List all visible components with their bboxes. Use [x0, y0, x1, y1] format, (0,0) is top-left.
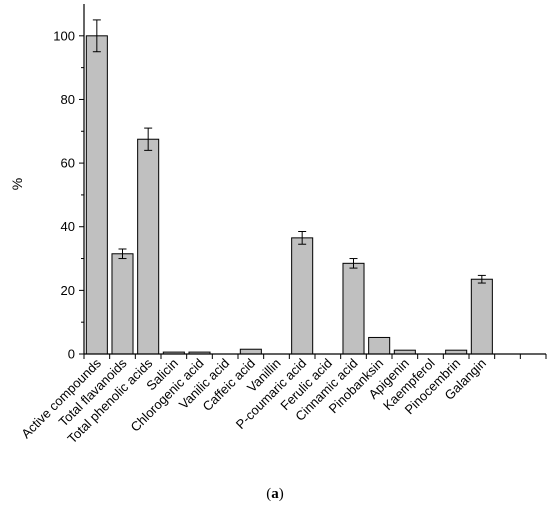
bar: [292, 238, 313, 354]
figure-caption: (a): [0, 486, 550, 503]
bars: [86, 20, 492, 354]
y-tick-label: 100: [53, 28, 75, 43]
bar: [471, 279, 492, 354]
y-tick-label: 20: [61, 283, 75, 298]
bar: [138, 139, 159, 354]
bar: [240, 349, 261, 354]
y-tick-label: 40: [61, 219, 75, 234]
y-tick-label: 80: [61, 92, 75, 107]
bar: [86, 36, 107, 354]
caption-label: a: [271, 486, 279, 502]
bar: [343, 263, 364, 354]
y-axis-title: %: [9, 178, 25, 190]
y-axis: 0 20 40 60 80 100: [53, 4, 84, 362]
y-tick-label: 0: [68, 347, 75, 362]
caption-close: ): [279, 486, 284, 502]
y-tick-label: 60: [61, 156, 75, 171]
bar: [369, 337, 390, 354]
bar: [112, 254, 133, 354]
